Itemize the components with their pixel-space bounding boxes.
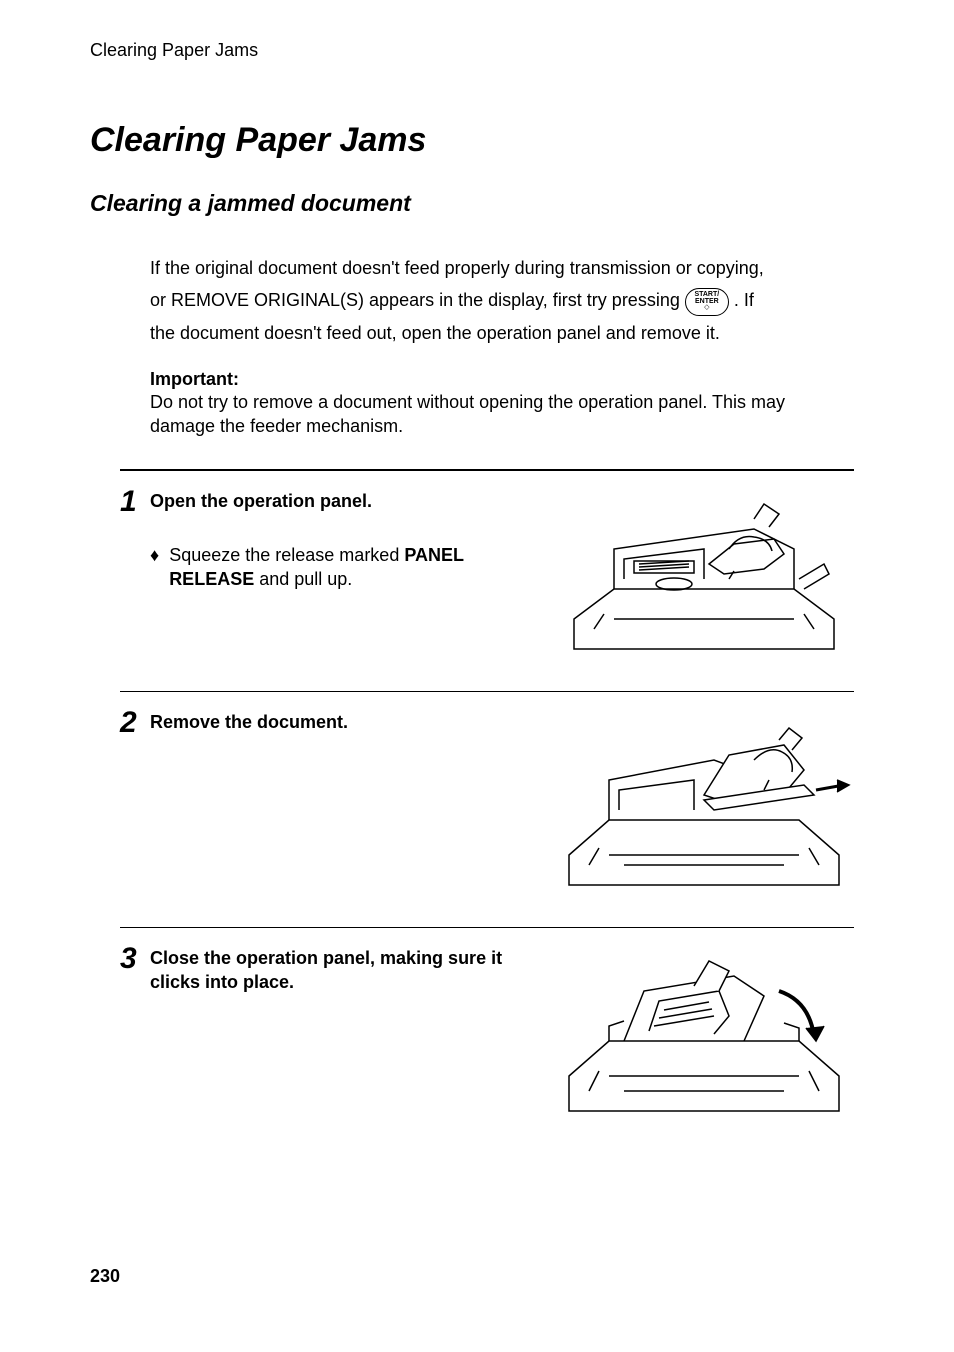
page-number: 230 [90,1266,120,1287]
step-title: Open the operation panel. [150,489,544,513]
step-number: 3 [120,944,150,1126]
intro-line2-after: . If [734,290,754,310]
subtitle: Clearing a jammed document [90,190,854,217]
important-text: Do not try to remove a document without … [150,390,854,439]
intro-line2-before: or REMOVE ORIGINAL(S) appears in the dis… [150,290,685,310]
step-content: Remove the document. [150,710,554,907]
page-container: Clearing Paper Jams Clearing Paper Jams … [0,0,954,1352]
bullet-icon: ♦ [150,543,159,592]
step-title: Remove the document. [150,710,544,734]
step-content: Open the operation panel. ♦ Squeeze the … [150,489,554,671]
bullet-after: and pull up. [254,569,352,589]
intro-line3: the document doesn't feed out, open the … [150,323,720,343]
step-1: 1 Open the operation panel. ♦ Squeeze th… [90,471,854,691]
button-icon-label-1: START/ [686,291,728,298]
step-3: 3 Close the operation panel, making sure… [90,928,854,1146]
printer-close-panel-icon [554,946,854,1126]
step-1-illustration [554,489,854,671]
bullet-before: Squeeze the release marked [169,545,404,565]
intro-paragraph: If the original document doesn't feed pr… [150,252,854,349]
printer-open-panel-icon [554,489,854,669]
bullet-text: Squeeze the release marked PANEL RELEASE… [169,543,544,592]
button-icon-diamond: ◇ [686,304,728,311]
printer-remove-document-icon [554,710,854,900]
step-2: 2 Remove the document. [90,692,854,927]
step-2-illustration [554,710,854,907]
steps-list: 1 Open the operation panel. ♦ Squeeze th… [90,469,854,1146]
step-content: Close the operation panel, making sure i… [150,946,554,1126]
step-bullet: ♦ Squeeze the release marked PANEL RELEA… [150,543,544,592]
start-enter-button-icon: START/ ENTER ◇ [685,288,729,316]
main-title: Clearing Paper Jams [90,121,854,160]
intro-line1: If the original document doesn't feed pr… [150,258,764,278]
step-3-illustration [554,946,854,1126]
important-note: Important: Do not try to remove a docume… [150,369,854,439]
running-header: Clearing Paper Jams [90,40,854,61]
important-label: Important: [150,369,239,389]
step-title: Close the operation panel, making sure i… [150,946,544,995]
step-number: 1 [120,487,150,671]
step-number: 2 [120,708,150,907]
intro-text: If the original document doesn't feed pr… [150,252,854,349]
